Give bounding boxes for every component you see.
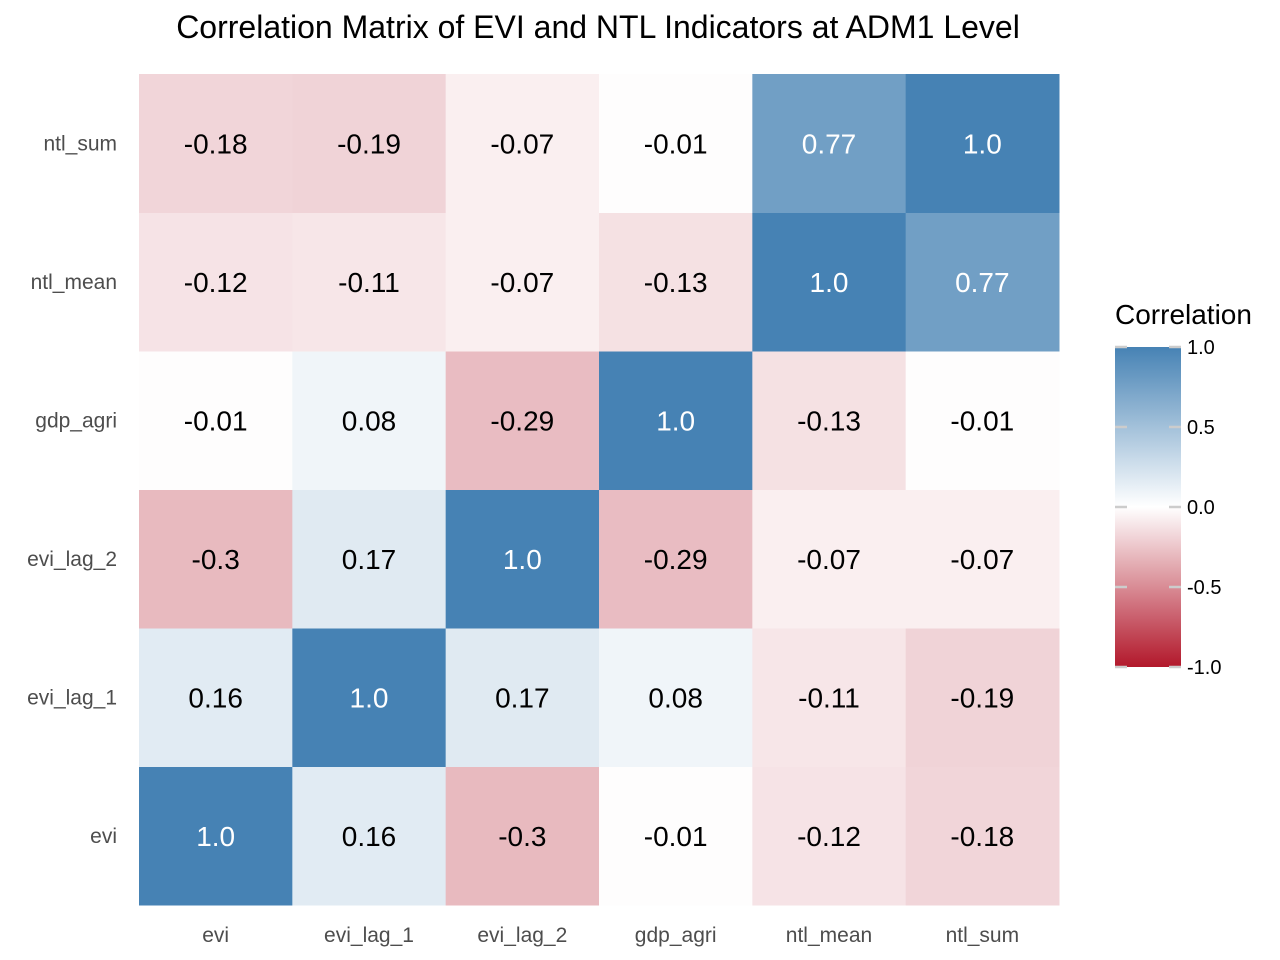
- heatmap-cell-evi-lag-1-x-ntl-sum: [905, 628, 1060, 767]
- chart-title: Correlation Matrix of EVI and NTL Indica…: [176, 9, 1020, 45]
- heatmap-cell-evi-lag-1-x-evi: [139, 628, 293, 767]
- heatmap-cell-ntl-mean-x-evi-lag-2: [445, 212, 600, 352]
- heatmap-cell-evi-x-evi-lag-2: [445, 766, 600, 906]
- y-tick-label-evi-lag-2: evi_lag_2: [27, 548, 117, 571]
- y-tick-label-ntl-mean: ntl_mean: [31, 271, 117, 294]
- cell-value-label: 0.17: [495, 682, 550, 713]
- cell-value-label: -0.19: [337, 128, 401, 159]
- heatmap-cell-gdp-agri-x-ntl-sum: [905, 351, 1060, 490]
- y-tick-label-gdp-agri: gdp_agri: [35, 409, 117, 432]
- cell-value-label: 0.16: [188, 682, 243, 713]
- legend-tick-label: 1.0: [1187, 337, 1215, 359]
- y-axis-tick-labels: evi evi_lag_1 evi_lag_2 gdp_agri ntl_mean ntl…: [27, 132, 117, 848]
- heatmap-cell-gdp-agri-x-evi-lag-2: [445, 351, 600, 490]
- x-tick-label-ntl-sum: ntl_sum: [946, 924, 1020, 947]
- cell-value-label: -0.01: [644, 821, 708, 852]
- y-tick-label-evi: evi: [90, 825, 117, 848]
- legend-tick-label: -1.0: [1187, 657, 1221, 679]
- heatmap-cell-ntl-sum-x-ntl-sum: [905, 74, 1060, 213]
- heatmap-cell-evi-lag-2-x-evi-lag-2: [445, 489, 600, 629]
- cell-value-label: 0.77: [802, 128, 857, 159]
- cell-value-label: 0.77: [955, 267, 1010, 298]
- cell-value-label: -0.13: [644, 267, 708, 298]
- heatmap-cell-ntl-sum-x-gdp-agri: [599, 74, 753, 213]
- heatmap-cell-evi-x-evi-lag-1: [292, 766, 447, 906]
- legend-tick-label: 0.0: [1187, 497, 1215, 519]
- heatmap-cell-ntl-sum-x-evi-lag-1: [292, 74, 447, 213]
- x-tick-label-gdp-agri: gdp_agri: [635, 924, 717, 947]
- cell-value-label: -0.13: [797, 405, 861, 436]
- heatmap-cell-evi-lag-2-x-ntl-mean: [752, 489, 907, 629]
- heatmap-cell-ntl-sum-x-ntl-mean: [752, 74, 907, 213]
- heatmap-cells: [139, 74, 1060, 906]
- x-tick-label-ntl-mean: ntl_mean: [786, 924, 872, 947]
- heatmap-cell-gdp-agri-x-ntl-mean: [752, 351, 907, 490]
- cell-value-label: -0.07: [797, 544, 861, 575]
- cell-value-label: -0.3: [498, 821, 546, 852]
- heatmap-cell-evi-x-ntl-mean: [752, 766, 907, 906]
- cell-value-label: -0.11: [798, 682, 860, 713]
- heatmap-cell-ntl-sum-x-evi-lag-2: [445, 74, 600, 213]
- heatmap-cell-evi-lag-1-x-ntl-mean: [752, 628, 907, 767]
- cell-value-label: 0.16: [342, 821, 397, 852]
- heatmap-cell-evi-x-gdp-agri: [599, 766, 753, 906]
- cell-value-label: -0.01: [644, 128, 708, 159]
- y-tick-label-ntl-sum: ntl_sum: [43, 132, 117, 155]
- y-tick-label-evi-lag-1: evi_lag_1: [27, 686, 117, 709]
- heatmap-cell-ntl-mean-x-evi: [139, 212, 293, 352]
- heatmap-cell-evi-lag-2-x-evi: [139, 489, 293, 629]
- heatmap-cell-evi-lag-1-x-evi-lag-1: [292, 628, 447, 767]
- cell-value-label: 1.0: [350, 682, 389, 713]
- cell-value-label: 0.08: [342, 405, 397, 436]
- heatmap-cell-evi-lag-2-x-ntl-sum: [905, 489, 1060, 629]
- heatmap-cell-evi-x-ntl-sum: [905, 766, 1060, 906]
- heatmap-cell-ntl-mean-x-evi-lag-1: [292, 212, 447, 352]
- cell-value-label: -0.07: [490, 128, 554, 159]
- cell-value-label: 1.0: [503, 544, 542, 575]
- legend-tick-label: 0.5: [1187, 417, 1215, 439]
- heatmap-cell-ntl-mean-x-ntl-mean: [752, 212, 907, 352]
- cell-value-label: -0.19: [950, 682, 1014, 713]
- heatmap-cell-ntl-mean-x-gdp-agri: [599, 212, 753, 352]
- cell-value-label: -0.11: [338, 267, 400, 298]
- heatmap-cell-gdp-agri-x-gdp-agri: [599, 351, 753, 490]
- cell-value-label: -0.12: [184, 267, 248, 298]
- x-tick-label-evi: evi: [202, 924, 229, 947]
- heatmap-cell-evi-lag-1-x-evi-lag-2: [445, 628, 600, 767]
- legend-tick-label: -0.5: [1187, 577, 1221, 599]
- cell-value-label: -0.18: [184, 128, 248, 159]
- heatmap-cell-ntl-mean-x-ntl-sum: [905, 212, 1060, 352]
- cell-value-label: -0.01: [184, 405, 248, 436]
- x-tick-label-evi-lag-1: evi_lag_1: [324, 924, 414, 947]
- heatmap-cell-evi-x-evi: [139, 766, 293, 906]
- cell-value-label: 1.0: [810, 267, 849, 298]
- cell-value-label: -0.3: [192, 544, 240, 575]
- cell-value-label: -0.01: [950, 405, 1014, 436]
- heatmap-cell-evi-lag-2-x-evi-lag-1: [292, 489, 447, 629]
- legend-title: Correlation: [1115, 299, 1252, 330]
- x-tick-label-evi-lag-2: evi_lag_2: [477, 924, 567, 947]
- cell-value-label: 1.0: [196, 821, 235, 852]
- cell-value-label: -0.29: [644, 544, 708, 575]
- cell-value-label: 0.17: [342, 544, 397, 575]
- cell-value-label: -0.18: [950, 821, 1014, 852]
- x-axis-tick-labels: evi evi_lag_1 evi_lag_2 gdp_agri ntl_mean ntl…: [202, 924, 1019, 947]
- cell-value-label: 1.0: [656, 405, 695, 436]
- legend-ticks: 1.0 0.5 0.0 -0.5 -1.0: [1115, 337, 1221, 679]
- heatmap-cell-gdp-agri-x-evi-lag-1: [292, 351, 447, 490]
- heatmap-cell-gdp-agri-x-evi: [139, 351, 293, 490]
- heatmap-cell-ntl-sum-x-evi: [139, 74, 293, 213]
- cell-value-label: 0.08: [648, 682, 703, 713]
- cell-value-label: -0.07: [950, 544, 1014, 575]
- heatmap-cell-evi-lag-2-x-gdp-agri: [599, 489, 753, 629]
- cell-value-label: -0.07: [490, 267, 554, 298]
- heatmap-cell-labels: 1.0 0.16 -0.3 -0.01 -0.12 -0.18 0.16 1.0 0.17 0.0…: [184, 128, 1014, 852]
- cell-value-label: -0.12: [797, 821, 861, 852]
- cell-value-label: -0.29: [490, 405, 554, 436]
- color-legend: Correlation 1.0 0.5 0.0 -0.5 -1.0: [1115, 299, 1252, 679]
- cell-value-label: 1.0: [963, 128, 1002, 159]
- heatmap-cell-evi-lag-1-x-gdp-agri: [599, 628, 753, 767]
